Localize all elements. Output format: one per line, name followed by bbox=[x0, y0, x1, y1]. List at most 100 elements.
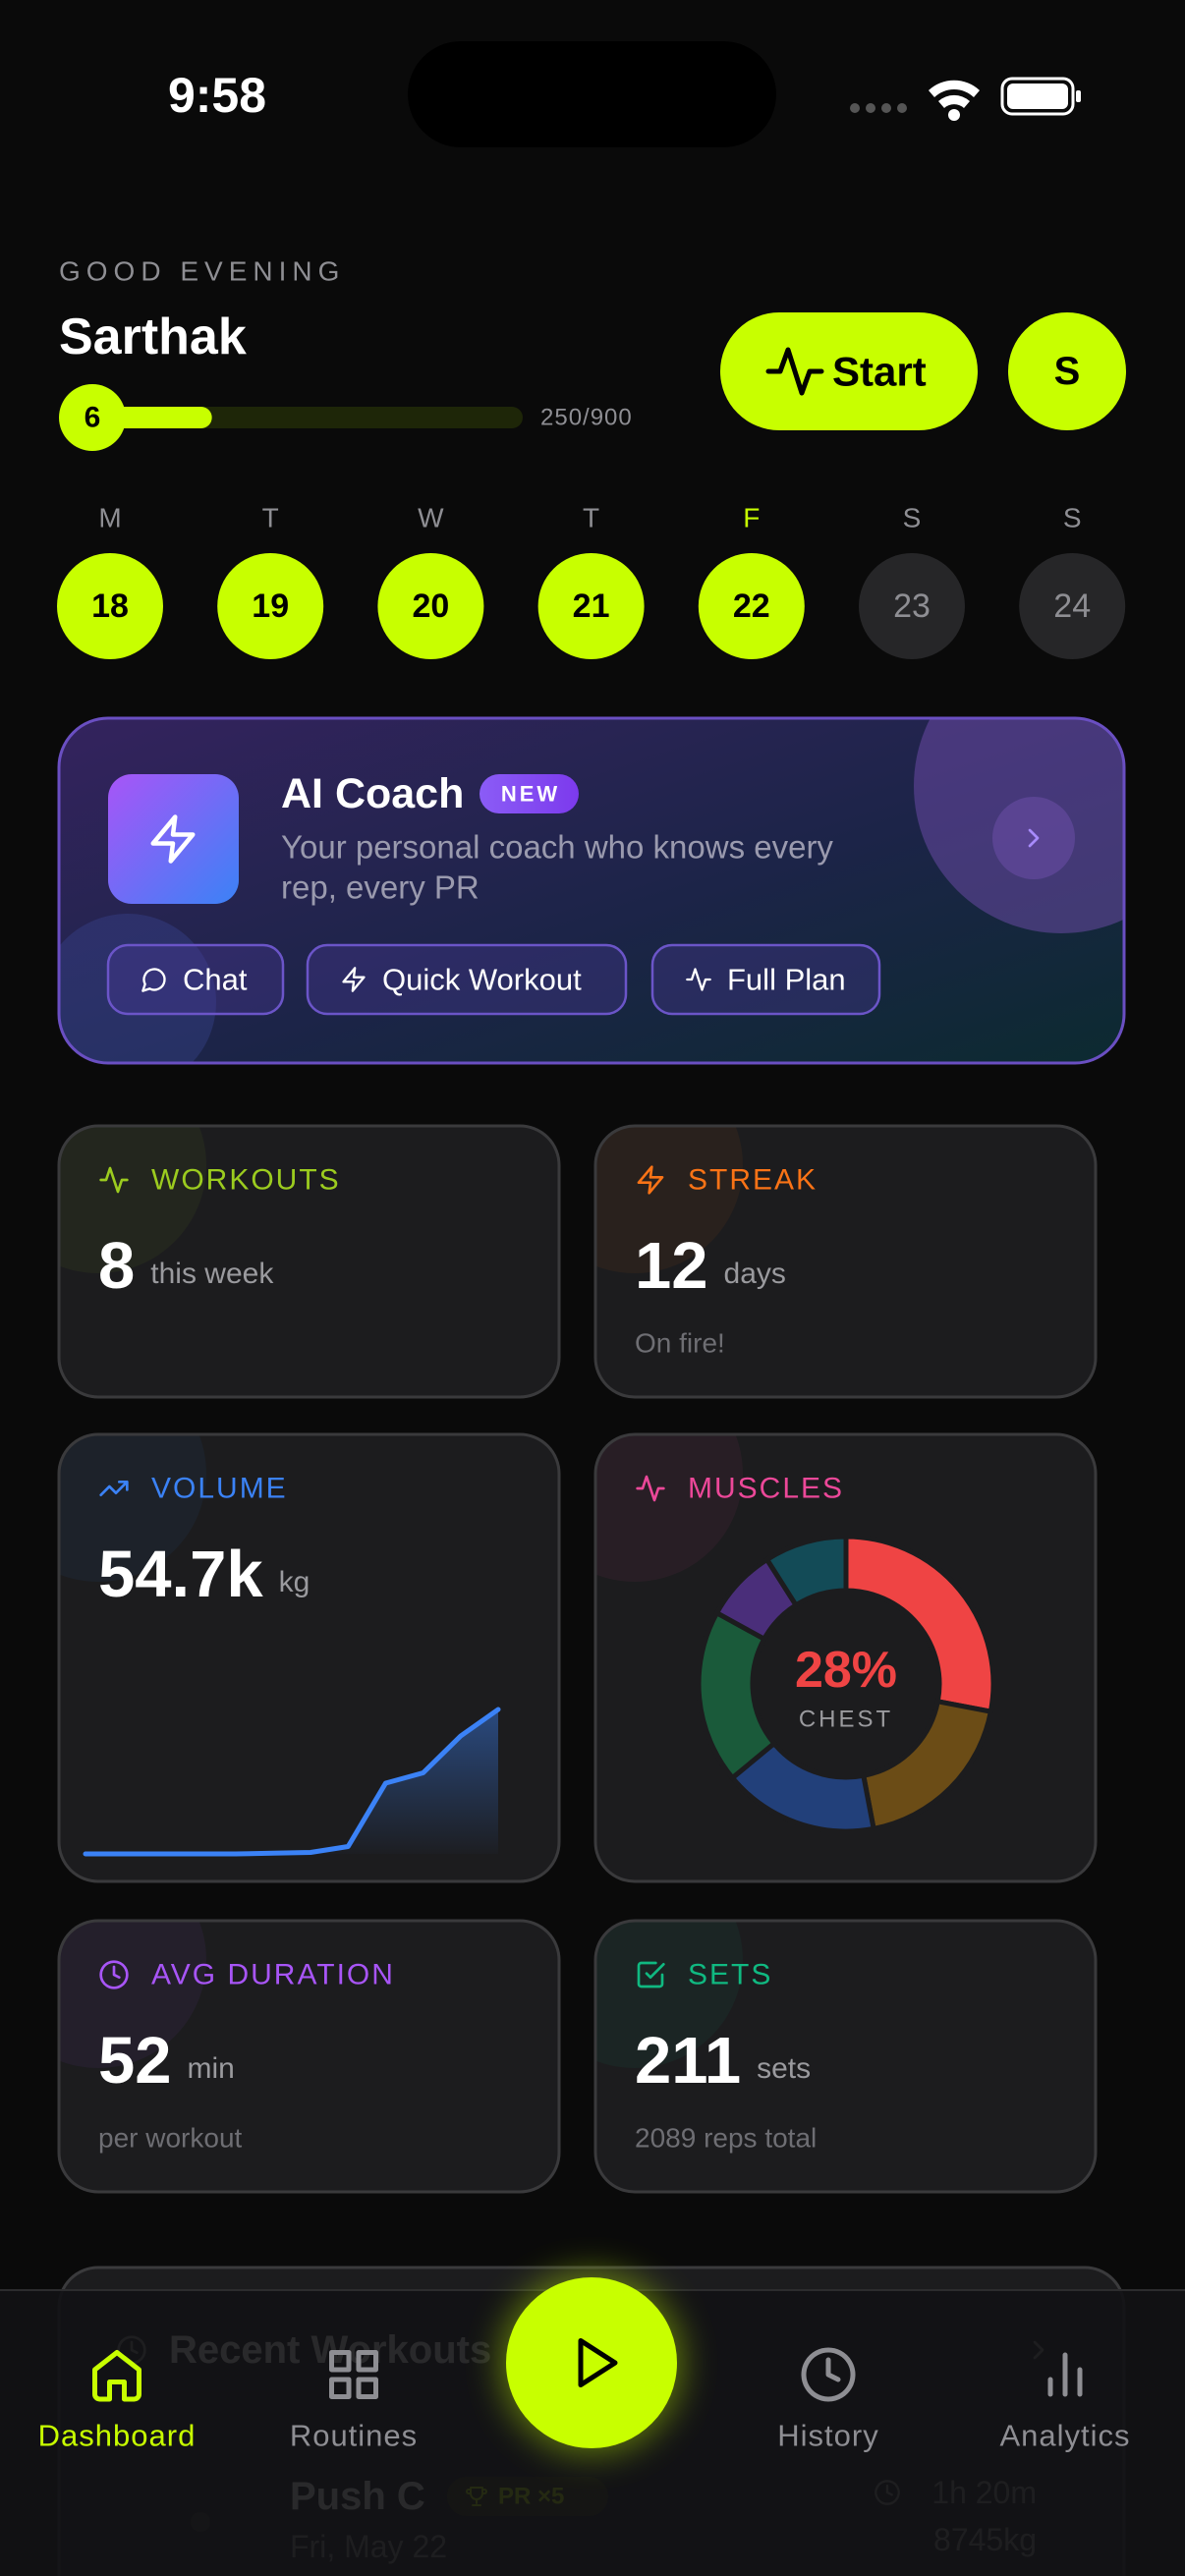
ai-action-label[interactable]: Quick Workout bbox=[382, 963, 582, 997]
nav-label[interactable]: Dashboard bbox=[38, 2419, 197, 2453]
start-button[interactable]: Start bbox=[720, 312, 978, 430]
icon[interactable] bbox=[1047, 2352, 1083, 2397]
nav-item[interactable]: History bbox=[777, 2347, 878, 2453]
stat-unit: days bbox=[724, 1258, 786, 1290]
play-button[interactable] bbox=[501, 2272, 682, 2453]
day-circle[interactable] bbox=[1019, 553, 1126, 659]
nav-label[interactable]: History bbox=[777, 2419, 878, 2453]
day-date[interactable]: 20 bbox=[412, 588, 449, 625]
stat-note: per workout bbox=[98, 2123, 243, 2154]
user-name: Sarthak bbox=[59, 308, 247, 365]
ai-coach-open[interactable] bbox=[992, 797, 1075, 879]
donut-segment bbox=[843, 1534, 996, 1715]
xp-label: 250/900 bbox=[540, 405, 633, 431]
stat-card-bg[interactable] bbox=[595, 1126, 1096, 1397]
day-chip[interactable]: 23 bbox=[859, 553, 965, 659]
icon bbox=[99, 1960, 129, 1989]
stat-value-line: 12 days bbox=[635, 1229, 786, 1303]
stat-card-bg[interactable] bbox=[59, 1921, 559, 2192]
icon[interactable] bbox=[578, 2338, 618, 2387]
day-date[interactable]: 19 bbox=[252, 588, 289, 625]
level-badge bbox=[59, 384, 126, 451]
day-date[interactable]: 24 bbox=[1053, 588, 1091, 625]
day-chip[interactable]: 19 bbox=[217, 553, 324, 659]
icon-path[interactable] bbox=[801, 2347, 856, 2402]
ai-coach-bg[interactable] bbox=[59, 718, 1124, 1063]
icon[interactable] bbox=[801, 2347, 856, 2402]
icon-path[interactable] bbox=[578, 2338, 618, 2387]
stat-card-bg[interactable] bbox=[595, 1921, 1096, 2192]
ai-action-bg[interactable] bbox=[306, 943, 628, 1016]
avatar-initial[interactable]: S bbox=[1054, 350, 1081, 393]
stat-card-bg[interactable] bbox=[59, 1126, 559, 1397]
icon-path[interactable] bbox=[329, 2350, 378, 2399]
day-circle[interactable] bbox=[537, 553, 645, 659]
play-circle[interactable] bbox=[506, 2277, 677, 2448]
day-chip[interactable]: 21 bbox=[537, 553, 645, 659]
stat-unit: kg bbox=[279, 1566, 310, 1598]
donut-center-value: 28% bbox=[795, 1642, 897, 1699]
nav-item[interactable]: Routines bbox=[290, 2350, 418, 2453]
icon-path bbox=[99, 1960, 129, 1989]
greeting: GOOD EVENING bbox=[59, 256, 345, 287]
deco-circle bbox=[914, 718, 1124, 933]
icon-path[interactable] bbox=[1028, 828, 1040, 848]
ai-action-button[interactable]: Chat bbox=[106, 943, 285, 1016]
stat-unit: this week bbox=[150, 1258, 274, 1290]
icon[interactable] bbox=[686, 968, 711, 991]
day-date[interactable]: 23 bbox=[893, 588, 931, 625]
stat-card[interactable]: STREAK 12 days On fire! bbox=[527, 1057, 1098, 1399]
nav-label[interactable]: Routines bbox=[290, 2419, 418, 2453]
stat-card[interactable]: AVG DURATION 52 min per workout bbox=[0, 1852, 561, 2194]
ai-coach-border bbox=[57, 716, 1126, 1065]
stat-value: 52 bbox=[98, 2024, 172, 2098]
nav-label[interactable]: Analytics bbox=[999, 2419, 1130, 2453]
stat-card-bg[interactable] bbox=[595, 1434, 1096, 1881]
day-circle[interactable] bbox=[859, 553, 965, 659]
icon[interactable] bbox=[1028, 828, 1040, 848]
stat-note: 2089 reps total bbox=[635, 2123, 817, 2154]
icon-path[interactable] bbox=[92, 2350, 141, 2402]
icon[interactable] bbox=[92, 2350, 141, 2402]
icon-path[interactable] bbox=[1047, 2352, 1083, 2397]
ai-coach-card[interactable]: AI Coach NEW Your personal coach who knows… bbox=[39, 639, 1185, 1091]
ai-action-label[interactable]: Full Plan bbox=[727, 963, 846, 997]
icon[interactable] bbox=[329, 2350, 378, 2399]
ai-coach-decoration bbox=[59, 718, 1124, 1063]
ai-action-label[interactable]: Chat bbox=[183, 963, 248, 997]
icon-path[interactable] bbox=[342, 967, 366, 992]
day-circle[interactable] bbox=[377, 553, 484, 659]
stat-card[interactable]: MUSCLES 28% CHEST bbox=[527, 1366, 1098, 1883]
stat-card[interactable]: VOLUME 54.7k kg bbox=[0, 1366, 561, 1883]
day-circle[interactable] bbox=[57, 553, 163, 659]
stat-card[interactable]: SETS 211 sets 2089 reps total bbox=[527, 1852, 1098, 2194]
chevron-bg[interactable] bbox=[992, 797, 1075, 879]
day-date[interactable]: 22 bbox=[733, 588, 770, 625]
day-date[interactable]: 18 bbox=[91, 588, 129, 625]
nav-item[interactable]: Dashboard bbox=[38, 2350, 197, 2453]
start-label[interactable]: Start bbox=[832, 349, 927, 395]
day-chip[interactable]: 20 bbox=[377, 553, 484, 659]
day-chip[interactable]: 22 bbox=[698, 553, 805, 659]
icon-path[interactable] bbox=[141, 968, 166, 992]
battery-icon bbox=[1000, 77, 1081, 116]
dynamic-island bbox=[408, 41, 776, 147]
ai-action-button[interactable]: Quick Workout bbox=[306, 943, 628, 1016]
icon[interactable] bbox=[342, 967, 366, 992]
stat-card-glow bbox=[59, 1921, 206, 2068]
day-date[interactable]: 21 bbox=[573, 588, 610, 625]
ai-action-bg[interactable] bbox=[650, 943, 881, 1016]
day-letter: T bbox=[262, 503, 279, 533]
icon-path[interactable] bbox=[686, 968, 711, 991]
day-circle[interactable] bbox=[698, 553, 805, 659]
day-chip[interactable]: 24 bbox=[1019, 553, 1126, 659]
ai-action-bg[interactable] bbox=[106, 943, 285, 1016]
stat-card-border bbox=[57, 1919, 561, 2194]
stat-card[interactable]: WORKOUTS 8 this week bbox=[0, 1057, 561, 1399]
avatar[interactable]: S bbox=[1008, 312, 1126, 430]
ai-action-button[interactable]: Full Plan bbox=[650, 943, 881, 1016]
nav-item[interactable]: Analytics bbox=[999, 2352, 1130, 2453]
day-circle[interactable] bbox=[217, 553, 324, 659]
icon[interactable] bbox=[141, 968, 166, 992]
day-chip[interactable]: 18 bbox=[57, 553, 163, 659]
